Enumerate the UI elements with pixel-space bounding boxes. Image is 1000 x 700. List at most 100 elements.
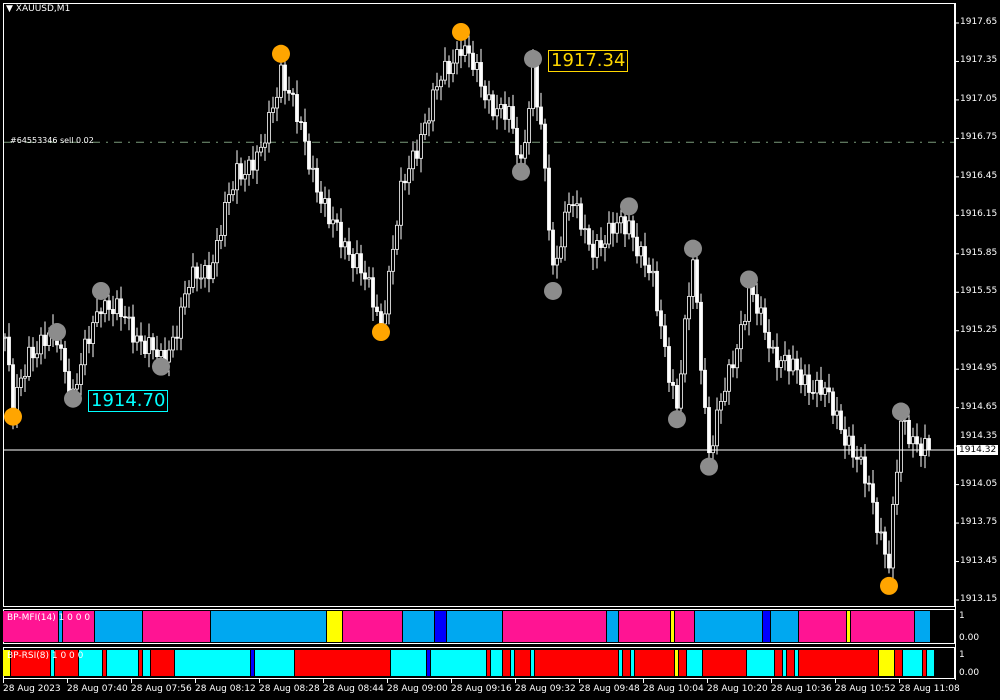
indicator-bar-cyan [699, 650, 702, 676]
indicator-bar-gap [222, 650, 223, 676]
indicator-bar-pink [687, 611, 690, 642]
indicator-bar-pink [39, 611, 42, 642]
indicator-bar-gap [430, 611, 431, 642]
indicator-bar-gap [442, 650, 443, 676]
indicator-bar-pink [147, 611, 150, 642]
indicator-bar-gap [222, 611, 223, 642]
time-tick-label: 28 Aug 08:28 [259, 684, 320, 694]
candle-body [227, 194, 231, 203]
indicator-bar-gap [110, 611, 111, 642]
indicator-bar-cyan [631, 650, 634, 676]
symbol-label[interactable]: ▼ XAUUSD,M1 [6, 4, 70, 14]
indicator-bar-blue [795, 611, 798, 642]
indicator-bar-gap [642, 650, 643, 676]
triangle-down-icon[interactable]: ▼ [6, 4, 13, 14]
swing-marker-grey [92, 281, 110, 300]
candle-body [819, 379, 823, 395]
candle-body [831, 391, 835, 416]
indicator-bar-pink [587, 611, 590, 642]
indicator-bar-gap [270, 611, 271, 642]
indicator-bar-red [567, 650, 570, 676]
indicator-bar-gap [274, 650, 275, 676]
indicator-bar-pink [351, 611, 354, 642]
indicator-bar-red [311, 650, 314, 676]
indicator-bar-gap [586, 650, 587, 676]
indicator-bar-pink [815, 611, 818, 642]
indicator-bar-gap [226, 650, 227, 676]
indicator-bar-gap [262, 611, 263, 642]
candle-body [803, 374, 807, 386]
indicator-bar-gap [246, 650, 247, 676]
candle-body [603, 243, 607, 248]
indicator-bar-yellow [331, 611, 334, 642]
indicator-bar-pink [387, 611, 390, 642]
indicator-bar-red [875, 650, 878, 676]
indicator-bar-pink [91, 611, 94, 642]
candle-body [763, 307, 767, 333]
indicator-bar-red [59, 650, 62, 676]
indicator-bar-gap [730, 650, 731, 676]
indicator-bar-gap [810, 650, 811, 676]
indicator-bar-gap [882, 611, 883, 642]
candle-body [591, 243, 595, 258]
indicator-bar-blue [279, 611, 282, 642]
indicator-bar-red [487, 650, 490, 676]
candle-body [315, 167, 319, 193]
indicator-bar-gap [122, 611, 123, 642]
indicator-bar-gap [450, 611, 451, 642]
indicator-bar-gap [154, 611, 155, 642]
indicator-bar-pink [883, 611, 886, 642]
indicator-bar-red [339, 650, 342, 676]
indicator-bar-pink [579, 611, 582, 642]
swing-marker-grey [668, 410, 686, 429]
indicator-bar-gap [574, 611, 575, 642]
indicator-bar-cyan [187, 650, 190, 676]
indicator-bar-gap [922, 611, 923, 642]
indicator-bar-cyan [915, 650, 918, 676]
indicator-bar-gap [670, 650, 671, 676]
candle-body [323, 198, 327, 204]
indicator-bar-red [671, 650, 674, 676]
indicator-bar-red [615, 650, 618, 676]
indicator-bar-pink [63, 611, 66, 642]
indicator-bar-gap [526, 611, 527, 642]
candle-body [395, 224, 399, 250]
indicator-bar-red [839, 650, 842, 676]
indicator-bar-gap [674, 611, 675, 642]
candle-body [771, 346, 775, 349]
candle-body [367, 277, 371, 280]
swing-marker-grey [892, 402, 910, 421]
time-tick-label: 28 Aug 11:08 [899, 684, 960, 694]
indicator-bar-pink [895, 611, 898, 642]
indicator-bar-gap [578, 650, 579, 676]
indicator-bar-blue [459, 611, 462, 642]
indicator-bar-cyan [223, 650, 226, 676]
indicator-bar-blue [231, 611, 234, 642]
indicator-bar-red [851, 650, 854, 676]
indicator-bar-red [715, 650, 718, 676]
indicator-bar-gap [322, 611, 323, 642]
indicator-bar-gap [766, 650, 767, 676]
indicator-bar-red [75, 650, 78, 676]
indicator-bar-red [551, 650, 554, 676]
indicator-bar-gap [226, 611, 227, 642]
indicator-bar-red [591, 650, 594, 676]
indicator-bar-pink [599, 611, 602, 642]
indicator-bar-darkblue [439, 611, 442, 642]
candle-body [743, 320, 747, 326]
indicator-bar-gap [502, 650, 503, 676]
candle-body [835, 410, 839, 416]
indicator-bar-gap [626, 611, 627, 642]
candle-body [583, 228, 587, 231]
indicator-bar-gap [546, 611, 547, 642]
indicator-bar-gap [554, 650, 555, 676]
indicator-bar-blue [483, 611, 486, 642]
candle-body [727, 364, 731, 392]
indicator-bar-gap [622, 611, 623, 642]
indicator-bar-pink [43, 611, 46, 642]
indicator-bar-gap [702, 650, 703, 676]
price-tick-label: 1914.65 [960, 401, 998, 412]
candle-body [415, 150, 419, 159]
candle-body [587, 228, 591, 245]
